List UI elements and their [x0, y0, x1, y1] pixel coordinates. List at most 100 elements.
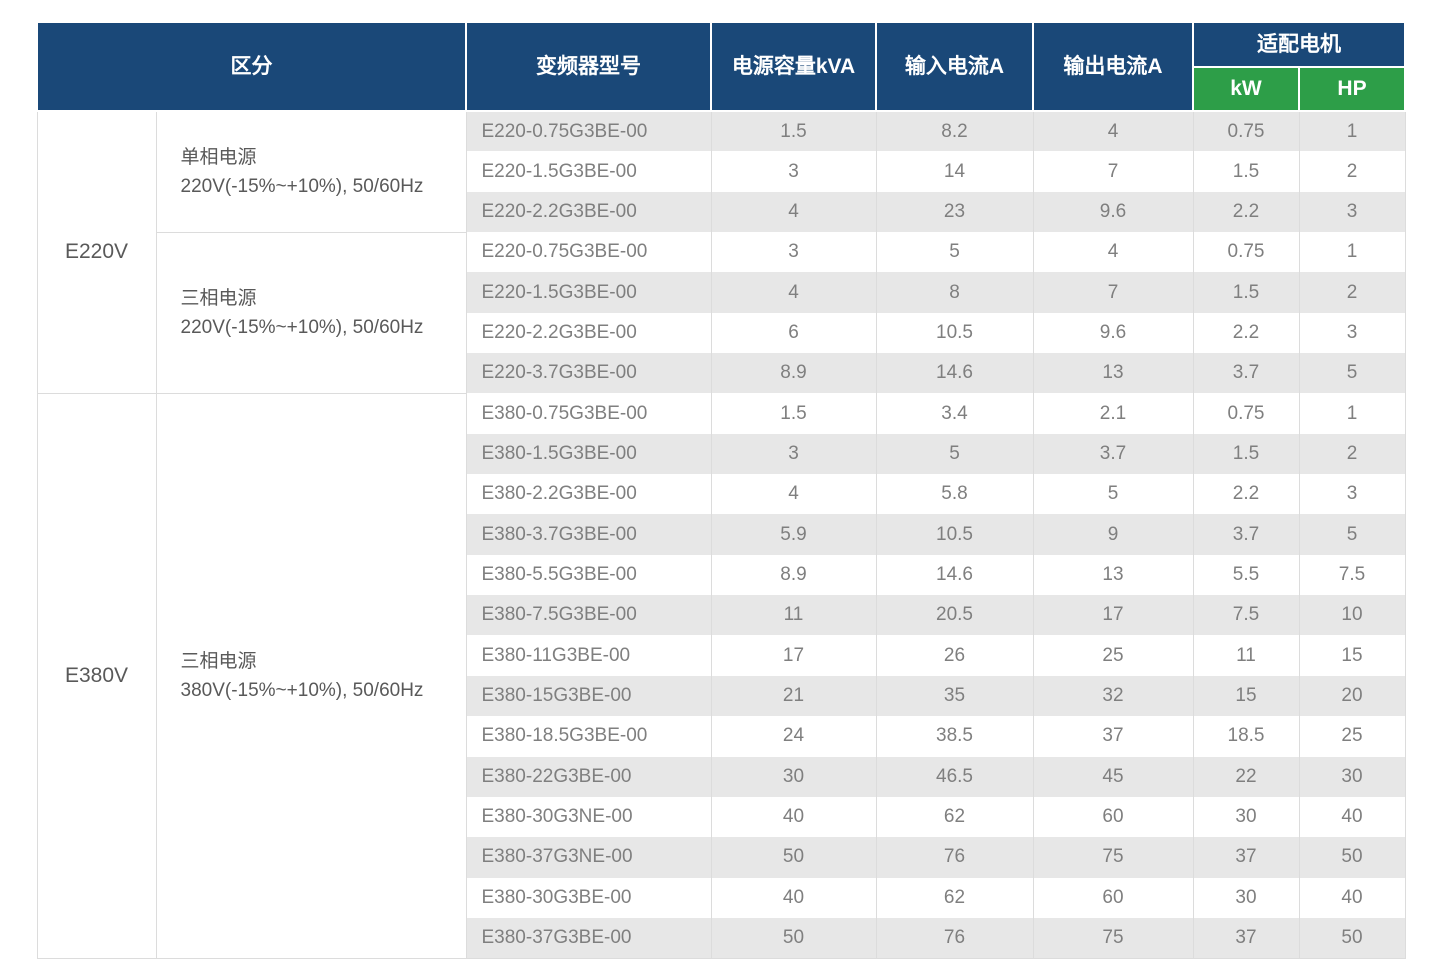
model-cell: E380-15G3BE-00	[465, 675, 712, 717]
output-current-cell: 9	[1032, 514, 1194, 555]
motor-kw-cell: 3.7	[1192, 514, 1300, 555]
header-hp: HP	[1298, 66, 1406, 112]
output-current-cell: 75	[1032, 837, 1194, 878]
header-row-2: kW HP	[37, 66, 1406, 112]
output-current-cell: 13	[1032, 554, 1194, 596]
output-current-cell: 25	[1032, 635, 1194, 676]
model-cell: E380-37G3NE-00	[465, 837, 712, 878]
capacity-cell: 4	[710, 272, 877, 313]
table-row: E380-1.5G3BE-00 3 5 3.7 1.5 2	[37, 433, 1406, 475]
motor-kw-cell: 2.2	[1192, 474, 1300, 515]
power-type-label: 三相电源	[180, 287, 257, 309]
header-model: 变频器型号	[465, 21, 712, 112]
inverter-spec-table: 区分 变频器型号 电源容量kVA 输入电流A 输出电流A 适配电机 kW HP …	[36, 21, 1406, 960]
motor-hp-cell: 30	[1298, 756, 1406, 797]
table-row: 三相电源 220V(-15%~+10%), 50/60Hz E220-0.75G3B…	[37, 231, 1406, 394]
output-current-cell: 60	[1032, 877, 1194, 918]
input-current-cell: 38.5	[875, 716, 1034, 757]
output-current-cell: 45	[1032, 756, 1194, 797]
header-input-current: 输入电流A	[875, 21, 1034, 112]
motor-kw-cell: 5.5	[1192, 554, 1300, 596]
input-current-cell: 46.5	[875, 756, 1034, 797]
input-current-cell: 5	[875, 433, 1034, 475]
voltage-class-cell: E380V	[36, 392, 157, 960]
motor-kw-cell: 0.75	[1192, 111, 1300, 152]
table-header: 区分 变频器型号 电源容量kVA 输入电流A 输出电流A 适配电机 kW HP	[36, 21, 1406, 112]
output-current-cell: 32	[1032, 675, 1194, 717]
model-cell: E380-3.7G3BE-00	[465, 514, 712, 555]
input-current-cell: 62	[875, 877, 1034, 918]
capacity-cell: 8.9	[710, 353, 877, 394]
capacity-cell: 24	[710, 716, 877, 757]
input-current-cell: 3.4	[875, 393, 1034, 434]
motor-kw-cell: 1.5	[1192, 272, 1300, 313]
input-current-cell: 26	[875, 635, 1034, 676]
motor-kw-cell: 2.2	[1192, 191, 1300, 233]
motor-hp-cell: 7.5	[1298, 554, 1406, 596]
power-source-cell: 三相电源 220V(-15%~+10%), 50/60Hz	[155, 231, 467, 394]
output-current-cell: 2.1	[1032, 393, 1194, 434]
motor-kw-cell: 37	[1192, 917, 1300, 959]
motor-kw-cell: 30	[1192, 877, 1300, 918]
table-row: E380V 三相电源 380V(-15%~+10%), 50/60Hz E380-0.…	[36, 392, 1406, 960]
motor-hp-cell: 50	[1298, 917, 1406, 959]
motor-hp-cell: 2	[1298, 433, 1406, 475]
motor-hp-cell: 1	[1298, 232, 1406, 273]
motor-kw-cell: 3.7	[1192, 353, 1300, 394]
motor-kw-cell: 1.5	[1192, 433, 1300, 475]
motor-kw-cell: 37	[1192, 837, 1300, 878]
input-current-cell: 76	[875, 917, 1034, 959]
capacity-cell: 21	[710, 675, 877, 717]
model-cell: E220-0.75G3BE-00	[465, 111, 712, 152]
output-current-cell: 17	[1032, 595, 1194, 636]
capacity-cell: 17	[710, 635, 877, 676]
output-current-cell: 5	[1032, 474, 1194, 515]
capacity-cell: 3	[710, 433, 877, 475]
motor-kw-cell: 1.5	[1192, 151, 1300, 192]
input-current-cell: 14	[875, 151, 1034, 192]
header-capacity: 电源容量kVA	[710, 21, 877, 112]
motor-kw-cell: 0.75	[1192, 393, 1300, 434]
header-kw: kW	[1192, 66, 1300, 112]
input-current-cell: 10.5	[875, 514, 1034, 555]
model-cell: E220-2.2G3BE-00	[465, 191, 712, 233]
motor-hp-cell: 1	[1298, 393, 1406, 434]
motor-hp-cell: 25	[1298, 716, 1406, 757]
output-current-cell: 13	[1032, 353, 1194, 394]
input-current-cell: 10.5	[875, 312, 1034, 354]
power-source-cell: 单相电源 220V(-15%~+10%), 50/60Hz	[155, 110, 467, 233]
capacity-cell: 4	[710, 474, 877, 515]
model-cell: E220-0.75G3BE-00	[465, 232, 712, 273]
output-current-cell: 7	[1032, 151, 1194, 192]
voltage-class-cell: E220V	[36, 110, 157, 394]
model-cell: E380-18.5G3BE-00	[465, 716, 712, 757]
motor-hp-cell: 2	[1298, 151, 1406, 192]
motor-hp-cell: 5	[1298, 353, 1406, 394]
model-cell: E380-37G3BE-00	[465, 917, 712, 959]
capacity-cell: 40	[710, 796, 877, 838]
table-row: E220-1.5G3BE-00 4 8 7 1.5 2	[37, 272, 1406, 313]
output-current-cell: 4	[1032, 111, 1194, 152]
power-source-cell: 三相电源 380V(-15%~+10%), 50/60Hz	[155, 392, 467, 960]
capacity-cell: 50	[710, 837, 877, 878]
model-cell: E380-1.5G3BE-00	[465, 433, 712, 475]
table-row: E380-11G3BE-00 17 26 25 11 15	[37, 635, 1406, 676]
model-cell: E380-0.75G3BE-00	[465, 393, 712, 434]
model-cell: E380-30G3BE-00	[465, 877, 712, 918]
model-cell: E380-7.5G3BE-00	[465, 595, 712, 636]
input-current-cell: 8.2	[875, 111, 1034, 152]
header-output-current: 输出电流A	[1032, 21, 1194, 112]
table-row: E220V 单相电源 220V(-15%~+10%), 50/60Hz E220-0.…	[36, 110, 1406, 394]
capacity-cell: 5.9	[710, 514, 877, 555]
input-current-cell: 5	[875, 232, 1034, 273]
motor-kw-cell: 18.5	[1192, 716, 1300, 757]
header-row-1: 区分 变频器型号 电源容量kVA 输入电流A 输出电流A 适配电机	[36, 21, 1406, 112]
input-current-cell: 8	[875, 272, 1034, 313]
model-cell: E220-2.2G3BE-00	[465, 312, 712, 354]
motor-hp-cell: 40	[1298, 877, 1406, 918]
motor-kw-cell: 7.5	[1192, 595, 1300, 636]
model-cell: E380-30G3NE-00	[465, 796, 712, 838]
output-current-cell: 9.6	[1032, 191, 1194, 233]
motor-hp-cell: 3	[1298, 474, 1406, 515]
model-cell: E220-1.5G3BE-00	[465, 272, 712, 313]
